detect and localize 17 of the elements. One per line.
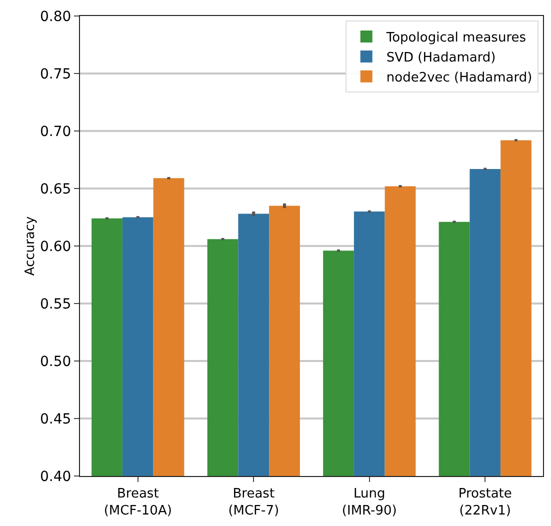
y-tick-label: 0.40 — [40, 468, 72, 485]
y-tick-label: 0.55 — [40, 296, 72, 312]
y-tick-label: 0.75 — [40, 66, 72, 82]
legend-label: SVD (Hadamard) — [386, 50, 496, 66]
legend-label: node2vec (Hadamard) — [386, 70, 532, 86]
y-tick-label: 0.50 — [40, 354, 72, 370]
y-tick-label: 0.45 — [40, 411, 72, 428]
x-tick-label: Breast (MCF-7) — [228, 486, 280, 518]
y-tick-label: 0.80 — [40, 8, 72, 25]
y-tick-label: 0.60 — [40, 238, 72, 255]
legend-label: Topological measures — [385, 30, 526, 46]
y-tick-label: 0.70 — [40, 124, 72, 140]
x-tick-label: Lung (IMR-90) — [342, 486, 397, 518]
y-axis-title: Accuracy — [23, 216, 38, 276]
y-tick-label: 0.65 — [40, 181, 72, 198]
x-tick-label: Breast (MCF-10A) — [104, 486, 172, 518]
x-tick-label: Prostate (22Rv1) — [458, 486, 512, 518]
